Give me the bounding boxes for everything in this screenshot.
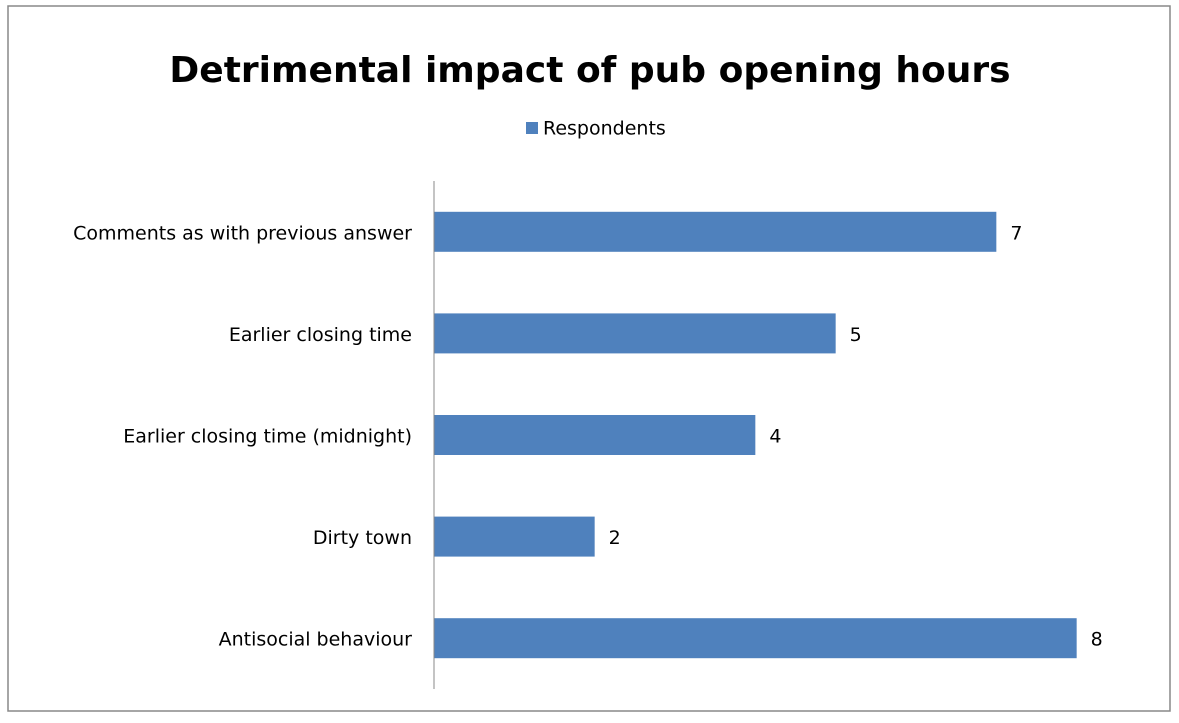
y-tick-label: Comments as with previous answer [73,222,412,244]
data-label: 8 [1091,629,1103,651]
bar [434,618,1077,659]
bar [434,516,595,557]
y-tick-label: Dirty town [313,527,412,549]
data-label: 7 [1010,222,1022,244]
data-label: 5 [850,324,862,346]
legend-label: Respondents [543,118,666,140]
y-tick-label: Earlier closing time [229,324,412,346]
bar [434,313,836,354]
chart-border [7,5,1171,712]
bar [434,415,756,455]
y-tick-label: Earlier closing time (midnight) [123,426,412,448]
chart-title: Detrimental impact of pub opening hours [169,50,1010,91]
data-label: 2 [609,527,621,549]
y-tick-label: Antisocial behaviour [219,629,413,651]
data-label: 4 [769,426,781,448]
bar [434,211,997,252]
legend-swatch [526,122,538,134]
